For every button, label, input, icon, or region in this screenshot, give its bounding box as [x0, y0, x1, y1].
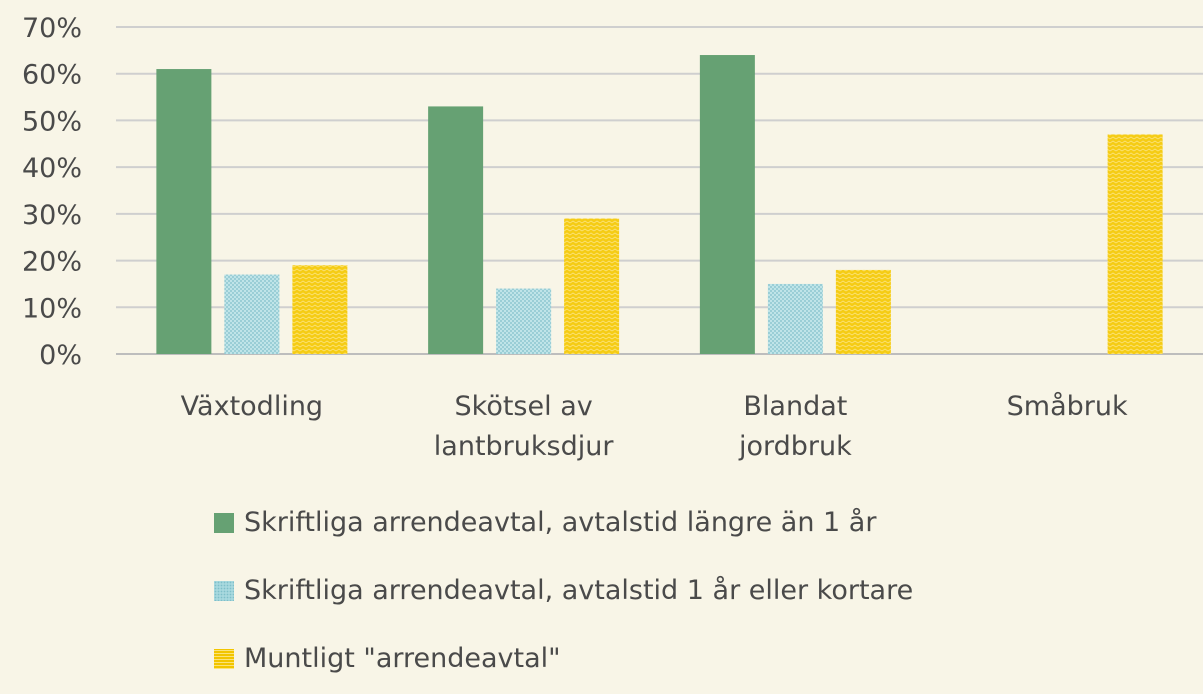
- category-label: Småbruk: [1007, 391, 1128, 422]
- bar: [699, 55, 755, 355]
- legend-item: Skriftliga arrendeavtal, avtalstid 1 år …: [214, 574, 913, 608]
- category-label: Växtodling: [181, 391, 323, 422]
- legend-label: Skriftliga arrendeavtal, avtalstid längr…: [244, 507, 877, 538]
- y-tick-label: 0%: [39, 340, 82, 371]
- bar: [224, 274, 280, 354]
- bar: [1107, 134, 1163, 354]
- chart-legend: Skriftliga arrendeavtal, avtalstid längr…: [214, 506, 913, 676]
- legend-swatch: [214, 649, 234, 669]
- bar: [564, 218, 620, 354]
- bar: [156, 69, 212, 355]
- bar-chart: 0% 10% 20% 30% 40% 50% 60% 70% Växtodling Skötse…: [22, 13, 1203, 462]
- category-label: jordbruk: [738, 431, 852, 462]
- category-label: lantbruksdjur: [434, 431, 615, 462]
- legend-swatch: [214, 581, 234, 601]
- legend-item: Muntligt "arrendeavtal": [214, 642, 913, 676]
- legend-swatch: [214, 513, 234, 533]
- bar: [496, 288, 552, 354]
- y-tick-label: 20%: [22, 247, 82, 278]
- legend-label: Muntligt "arrendeavtal": [244, 643, 561, 674]
- legend-label: Skriftliga arrendeavtal, avtalstid 1 år …: [244, 575, 914, 606]
- bar: [767, 283, 823, 354]
- y-tick-label: 60%: [22, 60, 82, 91]
- bar: [428, 106, 484, 355]
- bar: [835, 269, 891, 354]
- y-tick-label: 10%: [22, 293, 82, 324]
- category-label: Blandat: [743, 391, 847, 422]
- y-tick-label: 70%: [22, 13, 82, 44]
- y-tick-label: 30%: [22, 200, 82, 231]
- bar: [292, 265, 348, 354]
- category-label: Skötsel av: [455, 391, 593, 422]
- legend-item: Skriftliga arrendeavtal, avtalstid längr…: [214, 506, 913, 540]
- y-tick-label: 50%: [22, 106, 82, 137]
- y-tick-label: 40%: [22, 153, 82, 184]
